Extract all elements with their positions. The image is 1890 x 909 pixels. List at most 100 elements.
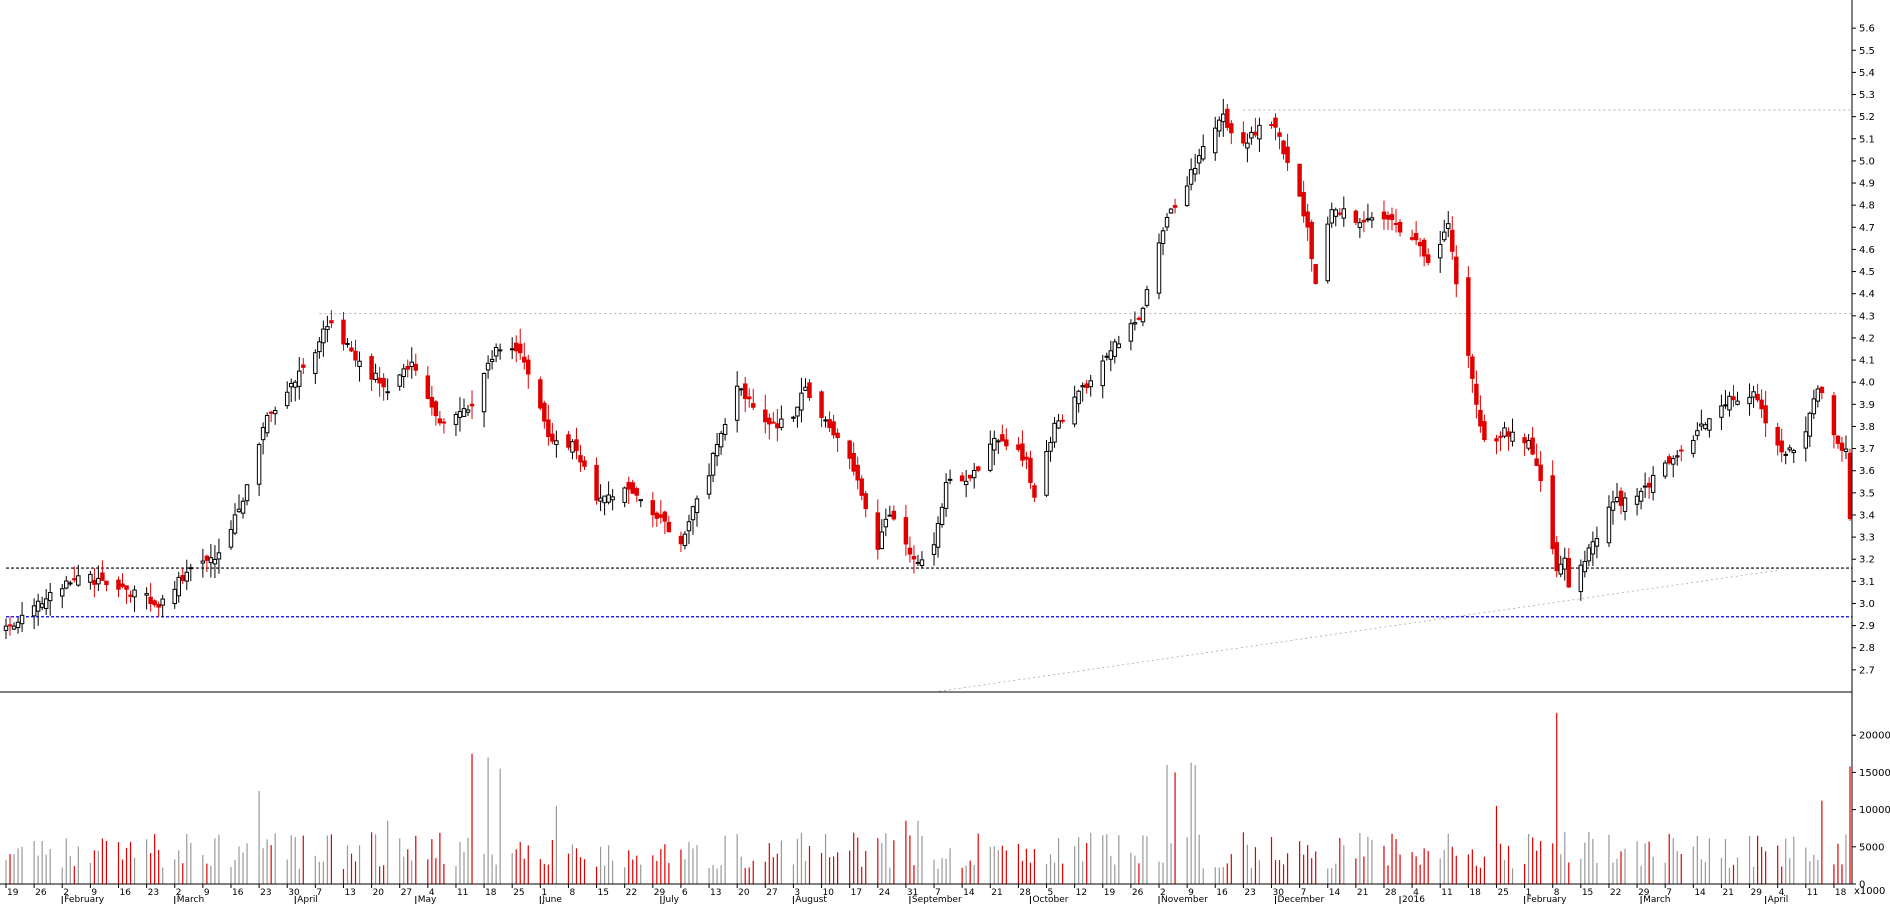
candle-body	[791, 416, 796, 419]
candle-body	[240, 500, 246, 514]
date-tick-label: 28	[1385, 888, 1397, 898]
price-tick-label: 2.8	[1859, 643, 1875, 654]
price-tick-label: 4.0	[1859, 378, 1875, 389]
candle-body	[1763, 405, 1768, 424]
candle-body	[1172, 205, 1178, 208]
candle-body	[381, 377, 386, 388]
candle-body	[200, 560, 206, 564]
date-tick-label: 14	[1329, 888, 1341, 898]
candle-body	[550, 433, 555, 442]
candle-body	[433, 401, 439, 417]
candle-body	[1144, 289, 1150, 306]
candle-body	[602, 495, 607, 504]
candle-body	[176, 576, 181, 597]
candle-body	[855, 464, 860, 481]
date-tick-label: 11	[1441, 888, 1452, 898]
price-tick-label: 4.6	[1859, 245, 1875, 256]
candle-body	[1196, 155, 1202, 164]
candle-body	[236, 508, 242, 513]
candle-body	[1466, 277, 1471, 356]
candle-body	[630, 482, 635, 494]
candle-body	[31, 605, 37, 617]
date-tick-label: 27	[766, 888, 777, 898]
candle-body	[622, 487, 627, 503]
candle-body	[1409, 237, 1415, 240]
candle-body	[690, 506, 696, 521]
candle-body	[1474, 383, 1479, 405]
date-tick-label: 1	[1526, 888, 1532, 898]
candle-body	[1666, 456, 1672, 464]
candle-body	[493, 347, 499, 357]
date-tick-label: 29	[1638, 888, 1650, 898]
candle-body	[401, 368, 406, 378]
candle-body	[39, 603, 45, 608]
candle-body	[1060, 419, 1065, 422]
candle-body	[1365, 218, 1371, 221]
candle-body	[1116, 343, 1122, 349]
candle-body	[1590, 541, 1596, 555]
candle-body	[819, 391, 824, 418]
candle-body	[172, 588, 177, 605]
candle-body	[1642, 485, 1648, 488]
candle-body	[60, 588, 65, 597]
candle-body	[875, 512, 881, 550]
candle-body	[971, 470, 977, 479]
candle-body	[1843, 448, 1849, 452]
volume-tick-label: 10000	[1859, 805, 1890, 816]
candle-body	[160, 598, 165, 606]
date-tick-label: 14	[963, 888, 975, 898]
candle-body	[1249, 131, 1254, 139]
candle-body	[1510, 431, 1515, 442]
candle-body	[1502, 427, 1507, 437]
candle-body	[1112, 341, 1118, 357]
candle-body	[634, 488, 639, 496]
date-tick-label: 9	[1188, 888, 1194, 898]
candle-body	[453, 413, 459, 425]
candle-body	[1446, 223, 1451, 229]
candle-body	[1783, 453, 1788, 456]
candle-body	[1385, 214, 1391, 220]
candle-body	[204, 555, 210, 561]
candle-body	[1534, 458, 1539, 466]
candle-body	[1084, 383, 1089, 389]
date-tick-label: 17	[851, 888, 862, 898]
candle-body	[835, 432, 840, 438]
candle-body	[738, 388, 744, 391]
date-tick-label: 2	[176, 888, 182, 898]
price-tick-label: 3.8	[1859, 422, 1875, 433]
candle-body	[1610, 501, 1616, 511]
volume-tick-label: 0	[1859, 880, 1865, 891]
candle-body	[1562, 557, 1567, 570]
candle-body	[1779, 440, 1784, 453]
candle-body	[1221, 113, 1226, 123]
candle-body	[1650, 474, 1656, 493]
candle-body	[517, 343, 523, 354]
candle-body	[771, 421, 776, 424]
candle-body	[714, 444, 720, 457]
volume-bars	[5, 712, 1851, 884]
candle-body	[128, 594, 133, 597]
candle-body	[606, 494, 611, 503]
candle-body	[1454, 256, 1459, 285]
candle-body	[1257, 124, 1262, 140]
candle-body	[1080, 385, 1085, 388]
candle-body	[144, 593, 149, 596]
date-tick-label: 26	[1132, 888, 1144, 898]
candle-body	[465, 409, 471, 413]
date-tick-label: 3	[794, 888, 800, 898]
candle-body	[722, 423, 728, 435]
candle-body	[1554, 542, 1559, 572]
date-tick-label: 7	[935, 888, 941, 898]
candle-body	[1671, 458, 1676, 465]
price-tick-label: 4.9	[1859, 179, 1875, 190]
candle-body	[1225, 108, 1230, 128]
candle-body	[1566, 557, 1572, 588]
candle-body	[116, 579, 121, 590]
candle-body	[437, 418, 443, 424]
candle-body	[489, 358, 495, 362]
candle-body	[891, 510, 897, 520]
candle-body	[959, 475, 965, 482]
candle-body	[260, 427, 266, 441]
candle-body	[1791, 450, 1796, 454]
